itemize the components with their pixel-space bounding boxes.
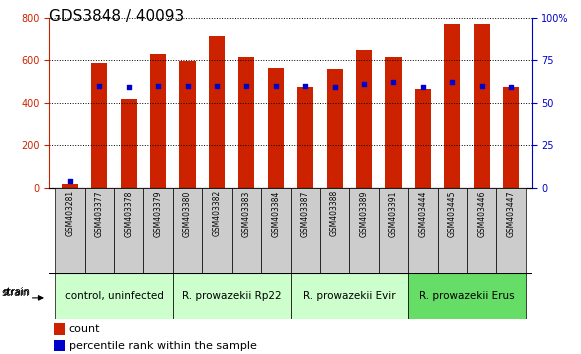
Bar xyxy=(114,188,144,273)
Point xyxy=(360,81,369,87)
Bar xyxy=(91,63,107,188)
Point xyxy=(242,83,251,88)
Text: R. prowazekii Erus: R. prowazekii Erus xyxy=(419,291,515,301)
Text: control, uninfected: control, uninfected xyxy=(64,291,163,301)
Point xyxy=(477,83,486,88)
Bar xyxy=(173,273,290,319)
Text: GSM403378: GSM403378 xyxy=(124,190,133,236)
Point xyxy=(389,79,398,85)
Text: GSM403391: GSM403391 xyxy=(389,190,398,236)
Bar xyxy=(408,188,437,273)
Bar xyxy=(55,273,173,319)
Text: GSM403447: GSM403447 xyxy=(507,190,515,237)
Bar xyxy=(238,57,254,188)
Bar xyxy=(261,188,290,273)
Point xyxy=(418,85,428,90)
Text: GSM403444: GSM403444 xyxy=(418,190,427,237)
Point xyxy=(124,85,134,90)
Bar xyxy=(385,57,401,188)
Bar xyxy=(55,188,85,273)
Text: GSM403377: GSM403377 xyxy=(95,190,104,237)
Text: strain: strain xyxy=(1,288,29,298)
Bar xyxy=(444,24,460,188)
Bar xyxy=(144,188,173,273)
Bar xyxy=(62,184,78,188)
Bar xyxy=(150,54,166,188)
Bar xyxy=(180,61,196,188)
Text: GSM403380: GSM403380 xyxy=(183,190,192,236)
Text: strain: strain xyxy=(3,287,31,297)
Bar xyxy=(54,340,65,351)
Bar xyxy=(356,50,372,188)
Bar xyxy=(209,36,225,188)
Bar xyxy=(54,323,65,335)
Text: GSM403384: GSM403384 xyxy=(271,190,280,236)
Point xyxy=(300,83,310,88)
Bar xyxy=(496,188,526,273)
Point xyxy=(183,83,192,88)
Bar xyxy=(379,188,408,273)
Bar xyxy=(349,188,379,273)
Point xyxy=(271,83,281,88)
Bar xyxy=(121,99,137,188)
Text: R. prowazekii Evir: R. prowazekii Evir xyxy=(303,291,396,301)
Bar xyxy=(202,188,232,273)
Bar xyxy=(268,68,284,188)
Bar xyxy=(232,188,261,273)
Bar xyxy=(290,188,320,273)
Text: GSM403379: GSM403379 xyxy=(154,190,163,237)
Text: GSM403446: GSM403446 xyxy=(477,190,486,237)
Point xyxy=(95,83,104,88)
Bar xyxy=(173,188,202,273)
Text: GSM403382: GSM403382 xyxy=(213,190,221,236)
Bar xyxy=(327,69,343,188)
Text: GSM403387: GSM403387 xyxy=(301,190,310,236)
Text: count: count xyxy=(69,324,100,334)
Text: GDS3848 / 40093: GDS3848 / 40093 xyxy=(49,9,185,24)
Bar xyxy=(297,87,313,188)
Bar xyxy=(503,87,519,188)
Text: R. prowazekii Rp22: R. prowazekii Rp22 xyxy=(182,291,282,301)
Bar xyxy=(85,188,114,273)
Bar xyxy=(474,24,490,188)
Text: GSM403281: GSM403281 xyxy=(66,190,74,236)
Point xyxy=(447,79,457,85)
Point xyxy=(212,83,221,88)
Point xyxy=(153,83,163,88)
Point xyxy=(330,85,339,90)
Bar xyxy=(408,273,526,319)
Bar xyxy=(437,188,467,273)
Bar xyxy=(415,89,431,188)
Text: GSM403383: GSM403383 xyxy=(242,190,251,236)
Point xyxy=(507,85,516,90)
Bar xyxy=(467,188,496,273)
Text: GSM403388: GSM403388 xyxy=(330,190,339,236)
Text: percentile rank within the sample: percentile rank within the sample xyxy=(69,341,257,350)
Text: GSM403445: GSM403445 xyxy=(448,190,457,237)
Bar xyxy=(320,188,349,273)
Bar xyxy=(290,273,408,319)
Text: GSM403389: GSM403389 xyxy=(360,190,368,236)
Point xyxy=(65,178,74,184)
